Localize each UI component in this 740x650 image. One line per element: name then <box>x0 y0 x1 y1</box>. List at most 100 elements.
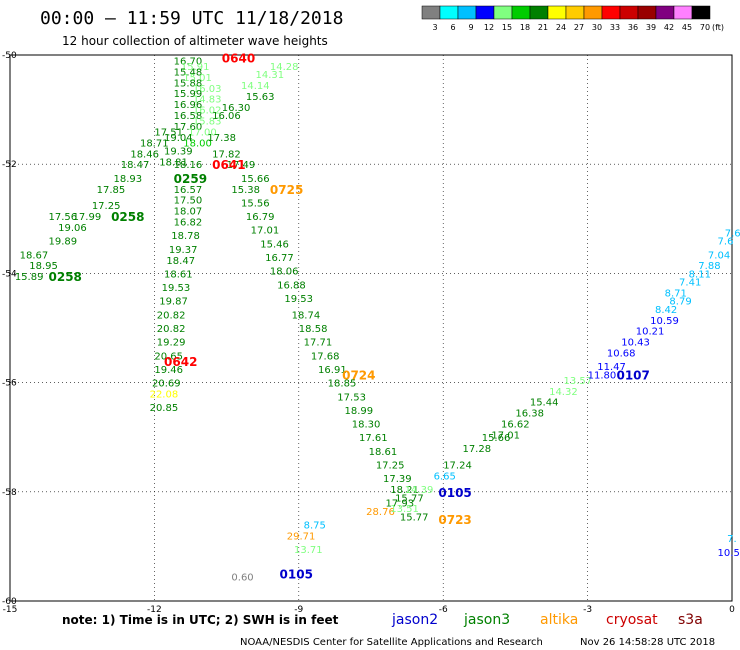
wave-height-value: 13.51 <box>390 504 419 515</box>
color-legend: 3 6 9 12 15 18 21 24 27 30 33 36 39 42 45 70 <box>421 5 711 32</box>
wave-height-value: 18.61 <box>369 447 398 458</box>
satellite-name: jason3 <box>463 612 510 628</box>
legend-swatch <box>565 5 585 20</box>
wave-height-value: 16.57 <box>174 185 203 196</box>
wave-height-value: 15.46 <box>260 239 289 250</box>
wave-height-value: 14.39 <box>405 485 434 496</box>
wave-height-value: 15.89 <box>15 272 44 283</box>
wave-height-value: 16.38 <box>515 409 544 420</box>
wave-height-value: 17.61 <box>359 433 388 444</box>
wave-height-value: 8.42 <box>655 305 677 316</box>
pass-time-label: 0259 <box>174 172 207 186</box>
wave-height-value: 16.91 <box>318 365 347 376</box>
wave-height-value: 17.60 <box>174 122 203 133</box>
wave-height-value: 29.71 <box>287 531 316 542</box>
wave-height-value: 11.80 <box>588 370 617 381</box>
legend-swatch <box>601 5 621 20</box>
wave-height-value: 18.58 <box>299 324 328 335</box>
wave-height-value: 15.88 <box>174 78 203 89</box>
wave-height-value: 17.00 <box>188 127 217 138</box>
lon-tick-label: -6 <box>439 605 448 615</box>
wave-height-value: 19.37 <box>169 245 198 256</box>
wave-height-value: 16.58 <box>174 111 203 122</box>
wave-height-value: 18.71 <box>140 138 169 149</box>
pass-time-label: 0725 <box>270 183 303 197</box>
wave-height-value: 17.25 <box>376 461 405 472</box>
wave-height-value: 15.77 <box>395 493 424 504</box>
wave-height-value: 14.28 <box>270 62 299 73</box>
legend-swatch <box>439 5 459 20</box>
wave-height-value: 18.16 <box>174 160 203 171</box>
wave-height-value: 22.08 <box>150 390 179 401</box>
wave-height-value: 17.68 <box>311 351 340 362</box>
wave-height-value: 17.85 <box>97 185 126 196</box>
wave-height-value: 16.82 <box>174 218 203 229</box>
graticule <box>9 54 733 602</box>
lat-tick-label: -50 <box>2 51 17 61</box>
legend-label: 45 <box>682 23 692 32</box>
wave-height-value: 19.46 <box>154 365 183 376</box>
wave-height-value: 20.69 <box>152 379 181 390</box>
pass-time-label: 0641 <box>212 158 245 172</box>
wave-height-value: 16.77 <box>265 253 294 264</box>
lon-tick-label: -15 <box>3 605 18 615</box>
wave-height-value: 20.82 <box>157 324 186 335</box>
wave-height-value: 16.03 <box>193 84 222 95</box>
legend-swatch <box>421 5 441 20</box>
wave-height-value: 16.70 <box>174 56 203 67</box>
pass-time-label: 0105 <box>438 486 471 500</box>
wave-height-value: 15.91 <box>181 62 210 73</box>
legend-swatch <box>637 5 657 20</box>
wave-height-value: 10.68 <box>607 349 636 360</box>
legend-swatch <box>475 5 495 20</box>
wave-height-value: 13.57 <box>564 376 593 387</box>
wave-height-value: 16.79 <box>246 212 275 223</box>
legend-label: 21 <box>538 23 548 32</box>
wave-height-value: 16.30 <box>222 103 251 114</box>
wave-height-value: 18.99 <box>345 406 374 417</box>
satellite-name: jason2 <box>391 612 438 628</box>
wave-height-value: 20.85 <box>150 403 179 414</box>
wave-height-value: 8.71 <box>665 289 687 300</box>
wave-height-value: 8.79 <box>669 297 691 308</box>
legend-label: 6 <box>450 23 455 32</box>
wave-height-value: 7.6 <box>718 237 734 248</box>
wave-height-value: 17.24 <box>443 461 472 472</box>
wave-height-value: 18.67 <box>20 250 49 261</box>
wave-height-value: 17.82 <box>212 149 241 160</box>
legend-label: 39 <box>646 23 656 32</box>
wave-height-value: 15.48 <box>174 67 203 78</box>
wave-height-value: 18.21 <box>390 485 419 496</box>
legend-swatch <box>691 5 711 20</box>
wave-height-value: 19.87 <box>159 297 188 308</box>
wave-height-value: 15.01 <box>183 73 212 84</box>
wave-height-value: 18.06 <box>270 267 299 278</box>
wave-height-value: 15.38 <box>231 185 260 196</box>
wave-height-value: 18.46 <box>130 149 159 160</box>
pass-time-label: 0724 <box>342 368 375 382</box>
wave-height-value: 17.51 <box>154 127 183 138</box>
wave-height-value: 0.60 <box>231 572 253 583</box>
wave-height-value: 17.99 <box>73 212 102 223</box>
satellite-name: cryosat <box>606 612 658 628</box>
pass-time-label: 0258 <box>49 270 82 284</box>
wave-height-value: 14.14 <box>241 81 270 92</box>
pass-time-label: 0723 <box>438 513 471 527</box>
lat-tick-label: -52 <box>2 160 17 170</box>
lon-tick-label: 0 <box>729 605 735 615</box>
wave-height-value: 28.76 <box>366 507 395 518</box>
wave-height-value: 7.88 <box>698 261 720 272</box>
footer-note: note: 1) Time is in UTC; 2) SWH is in fe… <box>62 613 339 627</box>
wave-height-value: 18.30 <box>352 420 381 431</box>
wave-height-value: 18.78 <box>171 231 200 242</box>
legend-swatch <box>619 5 639 20</box>
pass-time-label: 0640 <box>222 52 255 66</box>
wave-height-value: 18.74 <box>292 310 321 321</box>
wave-height-value: 7. <box>727 534 737 545</box>
wave-height-value: 19.06 <box>58 223 87 234</box>
map-subtitle: 12 hour collection of altimeter wave hei… <box>62 34 328 48</box>
wave-height-value: 19.39 <box>164 147 193 158</box>
legend-label: 15 <box>502 23 512 32</box>
legend-label: 30 <box>592 23 602 32</box>
wave-height-value: 6.65 <box>434 471 456 482</box>
